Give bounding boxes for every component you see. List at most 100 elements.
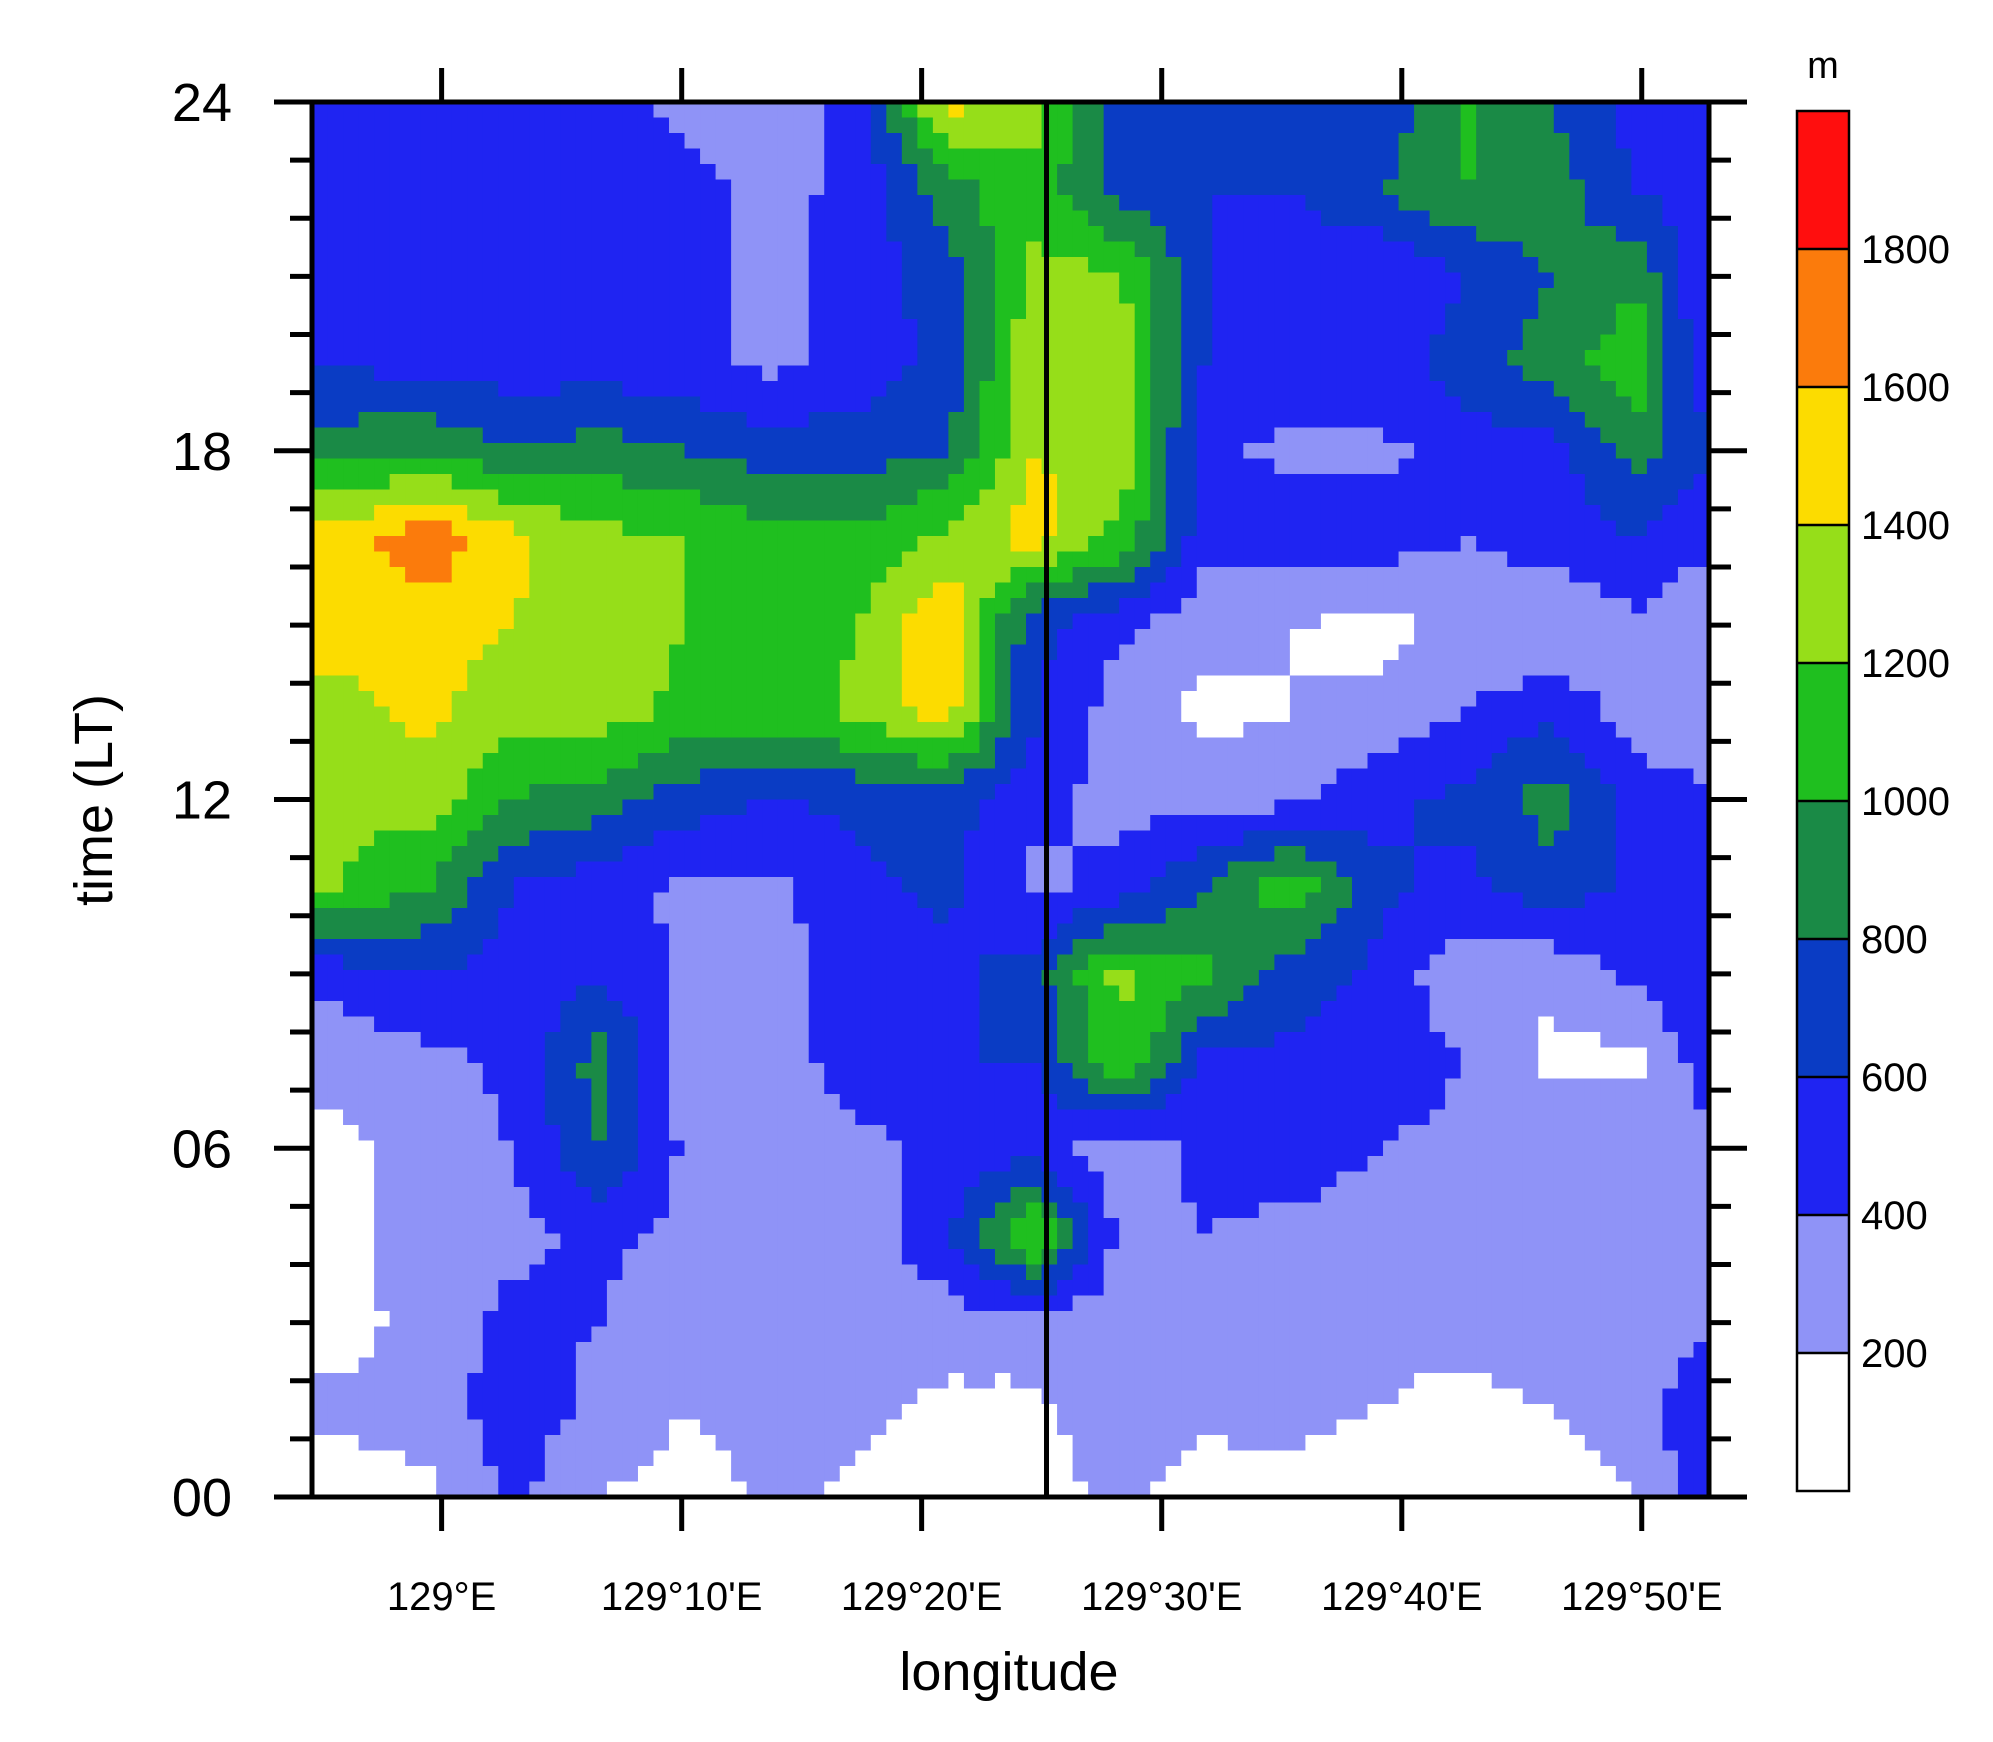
- contour-cell: [420, 288, 437, 305]
- contour-cell: [653, 939, 670, 956]
- contour-cell: [1305, 799, 1322, 816]
- contour-cell: [1615, 908, 1632, 925]
- contour-cell: [1693, 784, 1709, 801]
- contour-cell: [762, 613, 779, 630]
- contour-cell: [1429, 923, 1446, 940]
- contour-cell: [1383, 427, 1400, 444]
- contour-cell: [1289, 102, 1307, 119]
- contour-cell: [948, 272, 965, 289]
- contour-cell: [824, 272, 841, 289]
- contour-cell: [1072, 427, 1089, 444]
- contour-cell: [1103, 567, 1120, 584]
- contour-cell: [420, 117, 437, 134]
- contour-cell: [575, 458, 592, 475]
- contour-cell: [343, 133, 360, 150]
- contour-cell: [1134, 381, 1151, 398]
- contour-cell: [1662, 489, 1679, 506]
- contour-cell: [1476, 551, 1493, 568]
- contour-cell: [1460, 412, 1477, 429]
- contour-cell: [1026, 582, 1043, 599]
- contour-cell: [482, 784, 499, 801]
- contour-cell: [1274, 133, 1291, 150]
- contour-cell: [1445, 908, 1462, 925]
- contour-cell: [901, 691, 918, 708]
- contour-cell: [1072, 505, 1089, 522]
- contour-cell: [343, 598, 360, 615]
- contour-cell: [389, 365, 406, 382]
- contour-cell: [575, 536, 592, 553]
- contour-cell: [1646, 288, 1664, 305]
- contour-cell: [1507, 892, 1524, 909]
- contour-cell: [1538, 226, 1555, 243]
- contour-cell: [901, 629, 918, 646]
- contour-cell: [389, 241, 406, 258]
- contour-cell: [1538, 660, 1555, 677]
- contour-cell: [855, 458, 872, 475]
- contour-cell: [932, 133, 950, 150]
- contour-cell: [839, 768, 856, 785]
- contour-cell: [1429, 334, 1446, 351]
- contour-cell: [963, 923, 981, 940]
- contour-cell: [575, 334, 592, 351]
- contour-cell: [700, 877, 717, 894]
- contour-cell: [1010, 830, 1027, 847]
- contour-cell: [389, 303, 406, 320]
- contour-cell: [1429, 226, 1446, 243]
- contour-cell: [731, 582, 748, 599]
- contour-cell: [1445, 505, 1462, 522]
- contour-cell: [467, 396, 484, 413]
- contour-cell: [1134, 644, 1151, 661]
- contour-cell: [994, 226, 1012, 243]
- contour-cell: [1538, 799, 1555, 816]
- contour-cell: [917, 598, 934, 615]
- contour-cell: [327, 272, 344, 289]
- contour-cell: [1367, 489, 1384, 506]
- contour-cell: [1088, 753, 1105, 770]
- contour-cell: [855, 117, 872, 134]
- contour-cell: [870, 613, 887, 630]
- contour-cell: [762, 892, 779, 909]
- contour-cell: [653, 412, 670, 429]
- contour-cell: [467, 148, 484, 165]
- contour-cell: [917, 629, 934, 646]
- contour-cell: [1507, 675, 1524, 692]
- contour-cell: [777, 319, 794, 336]
- contour-cell: [482, 443, 499, 460]
- contour-cell: [637, 241, 655, 258]
- contour-cell: [1522, 133, 1539, 150]
- contour-cell: [1553, 272, 1570, 289]
- contour-cell: [870, 644, 887, 661]
- contour-cell: [1150, 582, 1167, 599]
- contour-cell: [1181, 226, 1198, 243]
- contour-cell: [994, 505, 1012, 522]
- contour-cell: [963, 257, 981, 274]
- contour-cell: [1119, 722, 1136, 739]
- contour-cell: [762, 117, 779, 134]
- contour-cell: [932, 117, 950, 134]
- contour-cell: [358, 148, 375, 165]
- contour-cell: [451, 303, 468, 320]
- contour-cell: [1631, 923, 1648, 940]
- contour-cell: [374, 691, 391, 708]
- contour-cell: [1351, 567, 1369, 584]
- contour-cell: [529, 753, 546, 770]
- contour-cell: [591, 474, 608, 491]
- contour-cell: [1119, 288, 1136, 305]
- contour-cell: [1445, 427, 1462, 444]
- contour-cell: [777, 954, 794, 971]
- contour-cell: [451, 815, 468, 832]
- contour-cell: [1243, 830, 1260, 847]
- contour-cell: [1103, 877, 1120, 894]
- contour-cell: [1677, 660, 1695, 677]
- contour-cell: [1212, 691, 1229, 708]
- contour-cell: [1429, 830, 1446, 847]
- contour-cell: [1243, 427, 1260, 444]
- contour-cell: [575, 102, 592, 119]
- contour-cell: [1538, 179, 1555, 196]
- contour-cell: [358, 598, 375, 615]
- contour-cell: [591, 753, 608, 770]
- contour-cell: [358, 691, 375, 708]
- contour-cell: [870, 954, 887, 971]
- contour-cell: [374, 257, 391, 274]
- contour-cell: [746, 613, 763, 630]
